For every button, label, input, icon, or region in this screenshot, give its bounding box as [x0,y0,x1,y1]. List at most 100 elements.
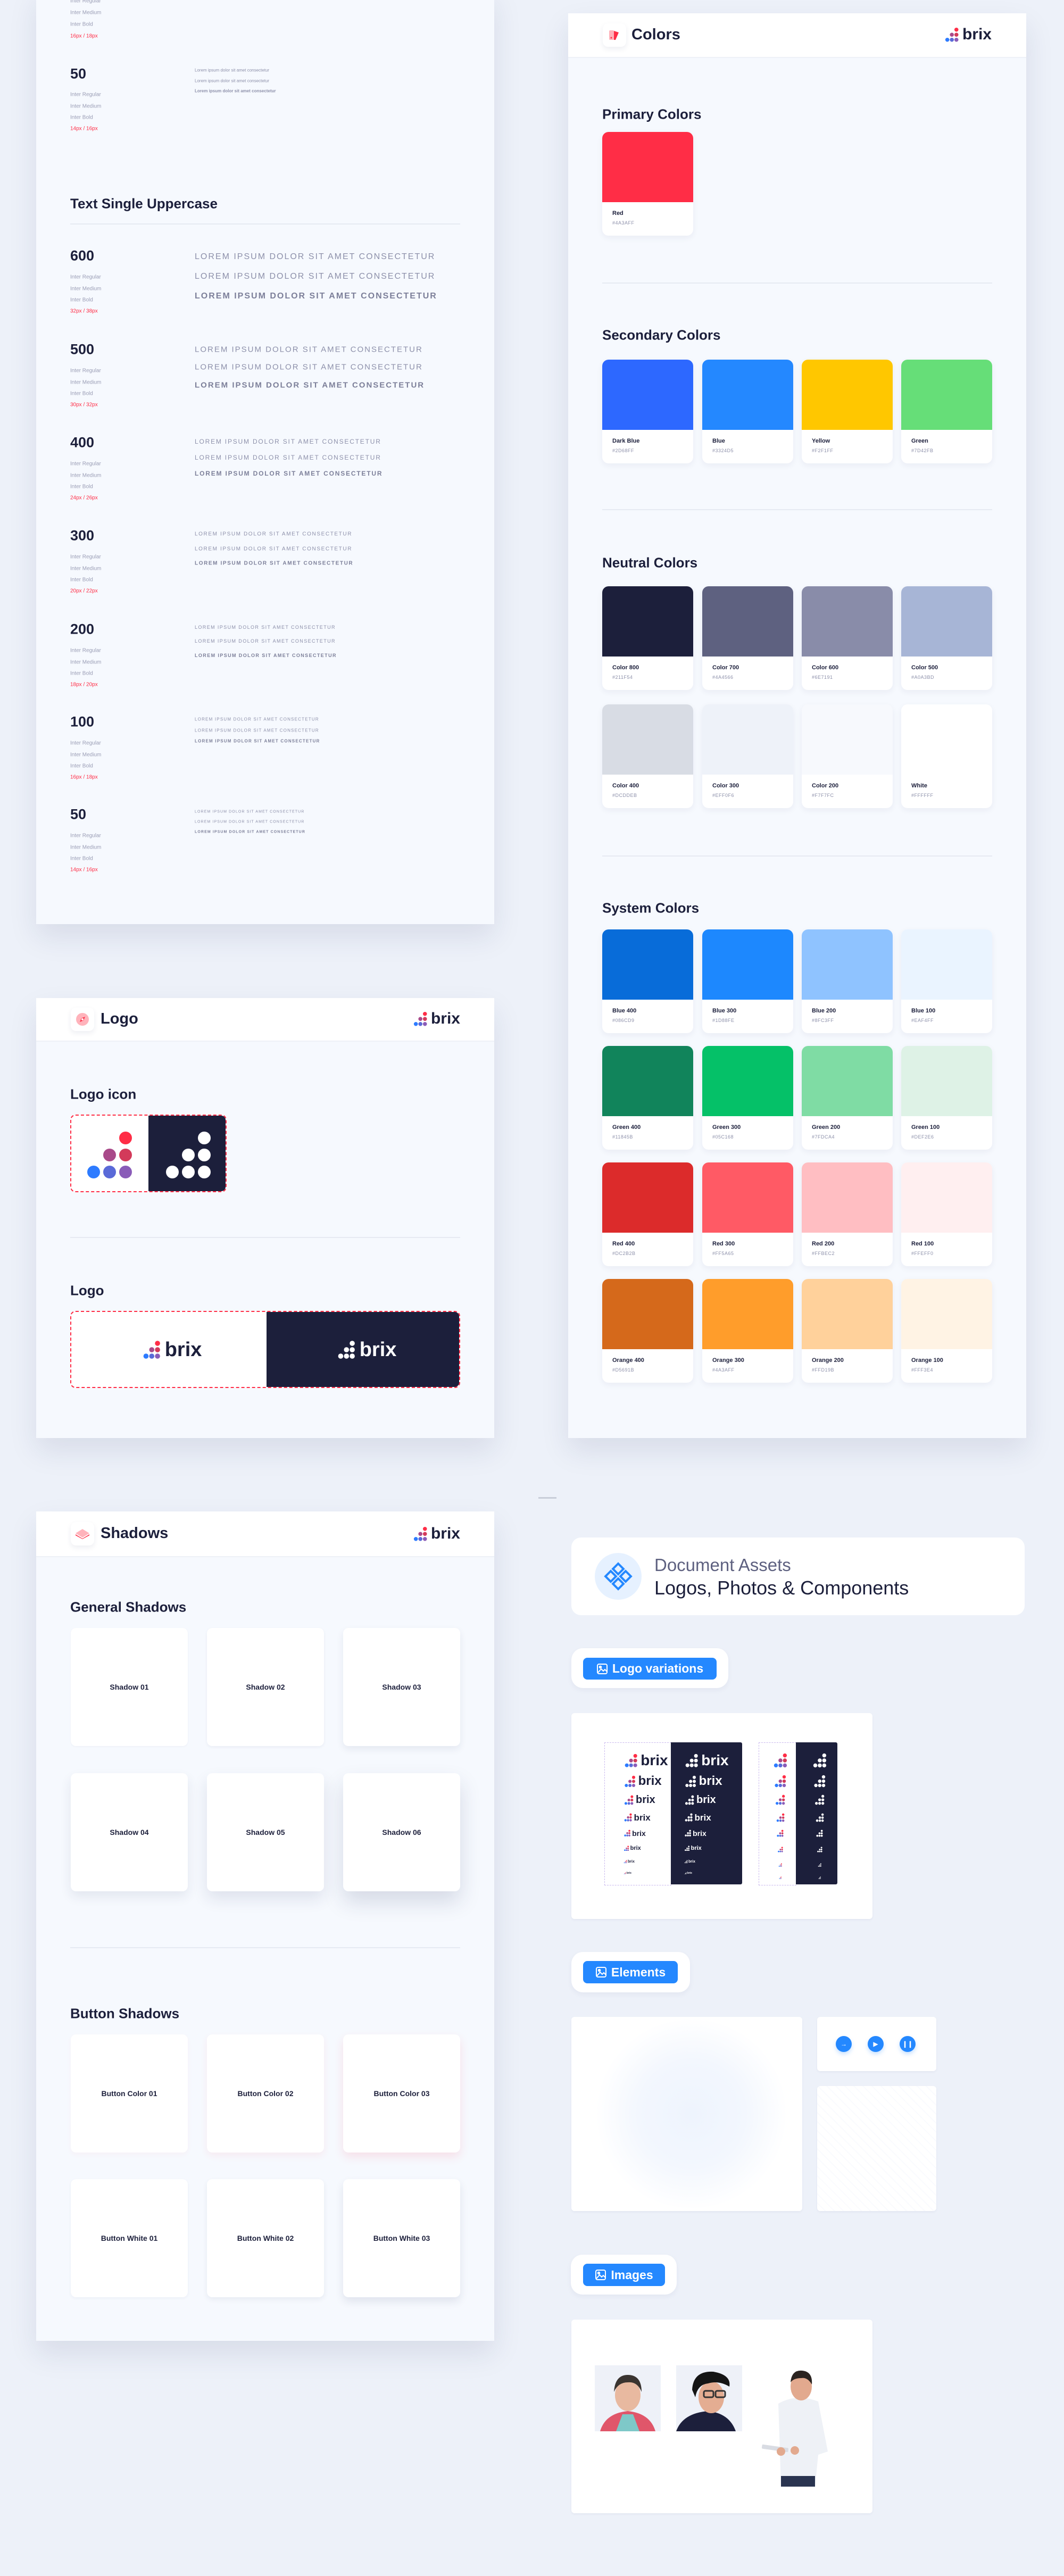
color-hex: #F7F7FC [812,793,834,798]
brix-dots-icon [778,1860,782,1867]
uppercase-sample: LOREM IPSUM DOLOR SIT AMET CONSECTETUR [195,546,353,552]
color-name: Green 400 [612,1124,641,1131]
font-label: Inter Medium [70,566,102,571]
compass-icon [71,1008,94,1031]
weight-number: 400 [70,434,95,451]
brix-wordmark: brix [164,1339,202,1361]
color-name: Color 300 [712,783,739,789]
logo-icon-variations-light [759,1742,796,1885]
brix-logo: brix [412,1011,460,1027]
brix-dots-icon [774,1775,786,1788]
pause-icon[interactable]: ❙❙ [900,2036,916,2052]
brix-wordmark: brix [688,1859,695,1864]
images-label: Images [611,2267,653,2282]
brix-logo: brix [944,27,992,43]
elements-button[interactable]: Elements [583,1961,678,1983]
brix-wordmark: brix [701,1752,729,1768]
brix-dots-icon [684,1846,691,1851]
uppercase-sample: LOREM IPSUM DOLOR SIT AMET CONSECTETUR [195,345,423,354]
brix-dots-icon [817,1846,822,1852]
brix-logo-variation: brix [684,1775,722,1788]
color-swatch [901,1046,992,1116]
shadow-sample-card: Shadow 01 [71,1628,188,1746]
brix-wordmark: brix [634,1812,651,1823]
color-swatch-card: Red #4A3AFF [602,132,693,236]
brix-dots-icon [624,1813,634,1822]
uppercase-sample: LOREM IPSUM DOLOR SIT AMET CONSECTETUR [195,638,336,644]
logo-title: Logo [101,1010,138,1027]
images-button[interactable]: Images [583,2264,665,2286]
play-icon[interactable]: ▶ [868,2036,884,2052]
uppercase-sample: LOREM IPSUM DOLOR SIT AMET CONSECTETUR [195,438,381,445]
color-hex: #7D42FB [911,448,934,453]
brix-logo-variation: brix [684,1860,695,1864]
color-name: Orange 300 [712,1357,744,1364]
font-label: Inter Bold [70,297,93,303]
color-swatch [702,1279,793,1349]
arrow-right-icon[interactable]: → [836,2036,852,2052]
color-swatch [702,1046,793,1116]
color-name: Blue 300 [712,1008,737,1014]
uppercase-sample: LOREM IPSUM DOLOR SIT AMET CONSECTETUR [195,717,319,722]
brix-wordmark: brix [630,1844,641,1851]
uppercase-sample: LOREM IPSUM DOLOR SIT AMET CONSECTETUR [195,830,305,834]
color-hex: #086CD9 [612,1018,635,1023]
color-swatch [602,929,693,1000]
color-hex: #EAF4FF [911,1018,934,1023]
color-swatch-card: Color 500 #A0A3BD [901,586,992,690]
brix-wordmark: brix [699,1774,722,1788]
brix-dots-icon [812,1753,827,1768]
color-swatch [702,360,793,430]
font-size-label: 24px / 26px [70,495,98,501]
color-swatch [802,929,893,1000]
elements-pattern-panel [817,2086,936,2211]
color-name: Color 600 [812,664,839,671]
weight-number: 50 [70,806,87,822]
color-swatch [702,929,793,1000]
font-label: Inter Medium [70,844,102,850]
color-swatch [901,360,992,430]
font-label: Inter Regular [70,368,101,374]
logo-variations-button[interactable]: Logo variations [583,1658,717,1680]
color-hex: #211F54 [612,675,633,680]
color-name: Yellow [812,438,830,444]
color-name: Red 300 [712,1241,735,1247]
brix-dots-icon [818,1872,821,1879]
color-swatch [602,586,693,657]
brix-dots-icon [684,1872,687,1875]
color-hex: #FFEFF0 [911,1251,934,1256]
brix-dots-icon [624,1775,638,1788]
color-hex: #D5691B [612,1367,635,1373]
brix-dots-icon [775,1794,785,1805]
color-swatch-card: Color 200 #F7F7FC [802,704,893,808]
button-shadows-title: Button Shadows [70,2005,180,2022]
color-swatch [802,1279,893,1349]
brix-dots-icon [684,1754,701,1768]
uppercase-sample: LOREM IPSUM DOLOR SIT AMET CONSECTETUR [195,362,423,372]
font-size-label: 16px / 18px [70,774,98,780]
color-swatch-card: Blue #3324D5 [702,360,793,463]
color-swatch-card: Red 200 #FFBEC2 [802,1162,893,1266]
color-name: Blue 400 [612,1008,637,1014]
color-swatch-card: Green #7D42FB [901,360,992,463]
color-hex: #4A3AFF [712,1367,735,1373]
color-name: Green [911,438,928,444]
button-shadow-card: Button Color 03 [343,2034,460,2153]
uppercase-sample: LOREM IPSUM DOLOR SIT AMET CONSECTETUR [195,272,436,281]
brix-dots-icon [684,1775,699,1788]
color-hex: #FFF3E4 [911,1367,934,1373]
elements-buttons-panel: → ▶ ❙❙ [817,2017,936,2071]
color-name: Dark Blue [612,438,640,444]
layers-icon [71,1522,94,1545]
text-single-uppercase-title: Text Single Uppercase [70,195,218,212]
uppercase-sample: LOREM IPSUM DOLOR SIT AMET CONSECTETUR [195,728,319,733]
font-label: Inter Bold [70,763,93,769]
color-name: Orange 400 [612,1357,644,1364]
uppercase-sample: LOREM IPSUM DOLOR SIT AMET CONSECTETUR [195,810,305,814]
color-swatch [702,704,793,775]
color-swatch [901,1162,992,1233]
font-size-label: 30px / 32px [70,402,98,408]
divider [70,1947,460,1948]
font-size-label: 14px / 16px [70,867,98,873]
color-hex: #4A4566 [712,675,734,680]
